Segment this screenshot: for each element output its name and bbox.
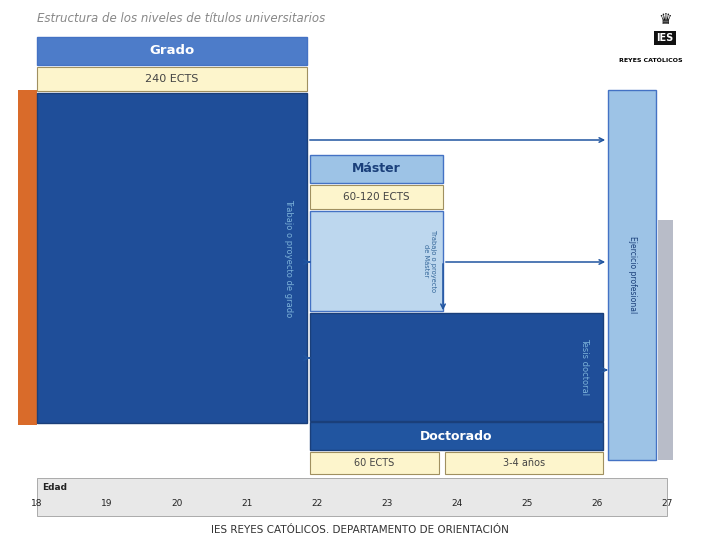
Text: 22: 22 xyxy=(311,498,323,508)
Text: 27: 27 xyxy=(661,498,672,508)
Text: 20: 20 xyxy=(171,498,183,508)
Text: Máster: Máster xyxy=(352,163,401,176)
Bar xyxy=(310,313,603,421)
Bar xyxy=(37,37,307,65)
Bar xyxy=(18,90,37,425)
Text: Tesis doctoral: Tesis doctoral xyxy=(580,339,590,396)
Text: Ejercicio profesional: Ejercicio profesional xyxy=(628,237,636,314)
Bar xyxy=(310,452,439,474)
Text: IES: IES xyxy=(657,33,674,43)
Text: IES REYES CATÓLICOS. DEPARTAMENTO DE ORIENTACIÓN: IES REYES CATÓLICOS. DEPARTAMENTO DE ORI… xyxy=(211,525,509,535)
Bar xyxy=(37,478,667,516)
Text: Grado: Grado xyxy=(149,44,194,57)
Text: Trabajo o proyecto de grado: Trabajo o proyecto de grado xyxy=(284,199,294,317)
Text: 240 ECTS: 240 ECTS xyxy=(145,74,199,84)
Text: ♛: ♛ xyxy=(658,12,672,28)
Bar xyxy=(658,219,673,460)
Text: Estructura de los niveles de títulos universitarios: Estructura de los niveles de títulos uni… xyxy=(37,11,325,24)
Text: 24: 24 xyxy=(451,498,463,508)
Bar xyxy=(310,211,443,311)
Bar xyxy=(37,67,307,91)
Text: 3-4 años: 3-4 años xyxy=(503,458,545,468)
Text: 25: 25 xyxy=(521,498,533,508)
Text: Doctorado: Doctorado xyxy=(420,429,492,442)
Bar xyxy=(445,452,603,474)
Text: 26: 26 xyxy=(591,498,603,508)
Text: 18: 18 xyxy=(31,498,42,508)
Text: 19: 19 xyxy=(102,498,113,508)
Bar xyxy=(310,155,443,183)
Bar xyxy=(310,185,443,209)
Text: Trabajo o proyecto
de Máster: Trabajo o proyecto de Máster xyxy=(423,230,436,292)
Text: 60-120 ECTS: 60-120 ECTS xyxy=(343,192,410,202)
Bar xyxy=(37,93,307,423)
Text: 60 ECTS: 60 ECTS xyxy=(354,458,395,468)
Text: REYES CATÓLICOS: REYES CATÓLICOS xyxy=(619,57,683,63)
Bar xyxy=(310,422,603,450)
Text: 21: 21 xyxy=(241,498,253,508)
Text: Edad: Edad xyxy=(42,483,67,492)
Bar xyxy=(608,90,656,460)
Text: 23: 23 xyxy=(382,498,392,508)
